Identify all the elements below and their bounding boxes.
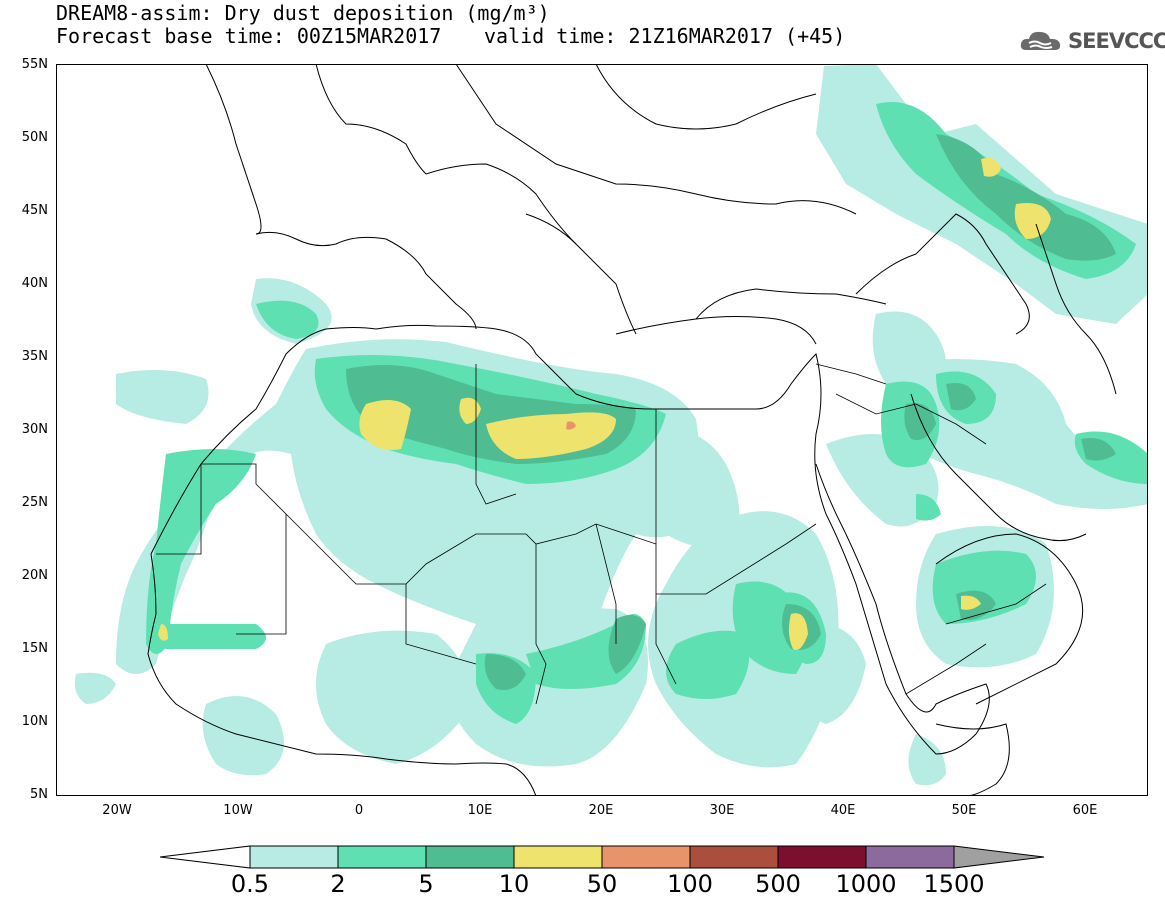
colorbar-swatch xyxy=(689,845,779,869)
lon-label: 30E xyxy=(709,803,735,818)
lon-label: 0 xyxy=(354,803,364,818)
colorbar-label: 0.5 xyxy=(230,870,270,898)
colorbar-swatch xyxy=(249,845,339,869)
lon-label: 50E xyxy=(951,803,977,818)
colorbar-swatch xyxy=(425,845,515,869)
colorbar-label: 5 xyxy=(418,870,434,898)
cloud-icon xyxy=(1020,31,1061,50)
deposition-level-10 xyxy=(158,157,1051,650)
colorbar-label: 10 xyxy=(498,870,530,898)
deposition-level-50 xyxy=(566,421,576,430)
colorbar-swatch xyxy=(337,845,427,869)
country-borders xyxy=(156,363,1047,705)
colorbar-label: 50 xyxy=(586,870,618,898)
map-title: DREAM8-assim: Dry dust deposition (mg/m³… xyxy=(56,1,550,25)
lat-label: 20N xyxy=(21,568,48,583)
lon-label: 60E xyxy=(1072,803,1098,818)
colorbar-swatch xyxy=(865,845,955,869)
dust-deposition-map xyxy=(56,64,1148,796)
lat-label: 45N xyxy=(21,203,48,218)
lat-label: 30N xyxy=(21,422,48,437)
forecast-base-time: Forecast base time: 00Z15MAR2017 xyxy=(56,24,442,48)
valid-time: valid time: 21Z16MAR2017 (+45) xyxy=(484,24,846,48)
lat-label: 15N xyxy=(21,641,48,656)
colorbar-swatch xyxy=(513,845,603,869)
lat-label: 5N xyxy=(30,787,48,802)
lon-label: 40E xyxy=(830,803,856,818)
lat-label: 25N xyxy=(21,495,48,510)
seevccc-logo: SEEVCCC xyxy=(1018,26,1165,56)
lat-label: 55N xyxy=(21,57,48,72)
colorbar-under-arrow xyxy=(160,845,251,869)
lon-label: 20E xyxy=(588,803,614,818)
lat-label: 35N xyxy=(21,349,48,364)
lat-label: 50N xyxy=(21,130,48,145)
lat-label: 10N xyxy=(21,714,48,729)
colorbar-over-arrow xyxy=(953,845,1045,869)
colorbar-label: 100 xyxy=(667,870,713,898)
colorbar-label: 500 xyxy=(755,870,801,898)
lat-label: 40N xyxy=(21,276,48,291)
colorbar-swatch xyxy=(601,845,691,869)
lon-label: 10W xyxy=(223,803,253,818)
colorbar-swatch xyxy=(777,845,867,869)
colorbar-label: 1500 xyxy=(923,870,985,898)
coastlines-borders xyxy=(147,64,1117,796)
logo-text: SEEVCCC xyxy=(1068,29,1165,53)
colorbar-label: 2 xyxy=(330,870,346,898)
colorbar xyxy=(160,845,1045,869)
colorbar-label: 1000 xyxy=(835,870,897,898)
lon-label: 20W xyxy=(102,803,132,818)
lon-label: 10E xyxy=(467,803,493,818)
